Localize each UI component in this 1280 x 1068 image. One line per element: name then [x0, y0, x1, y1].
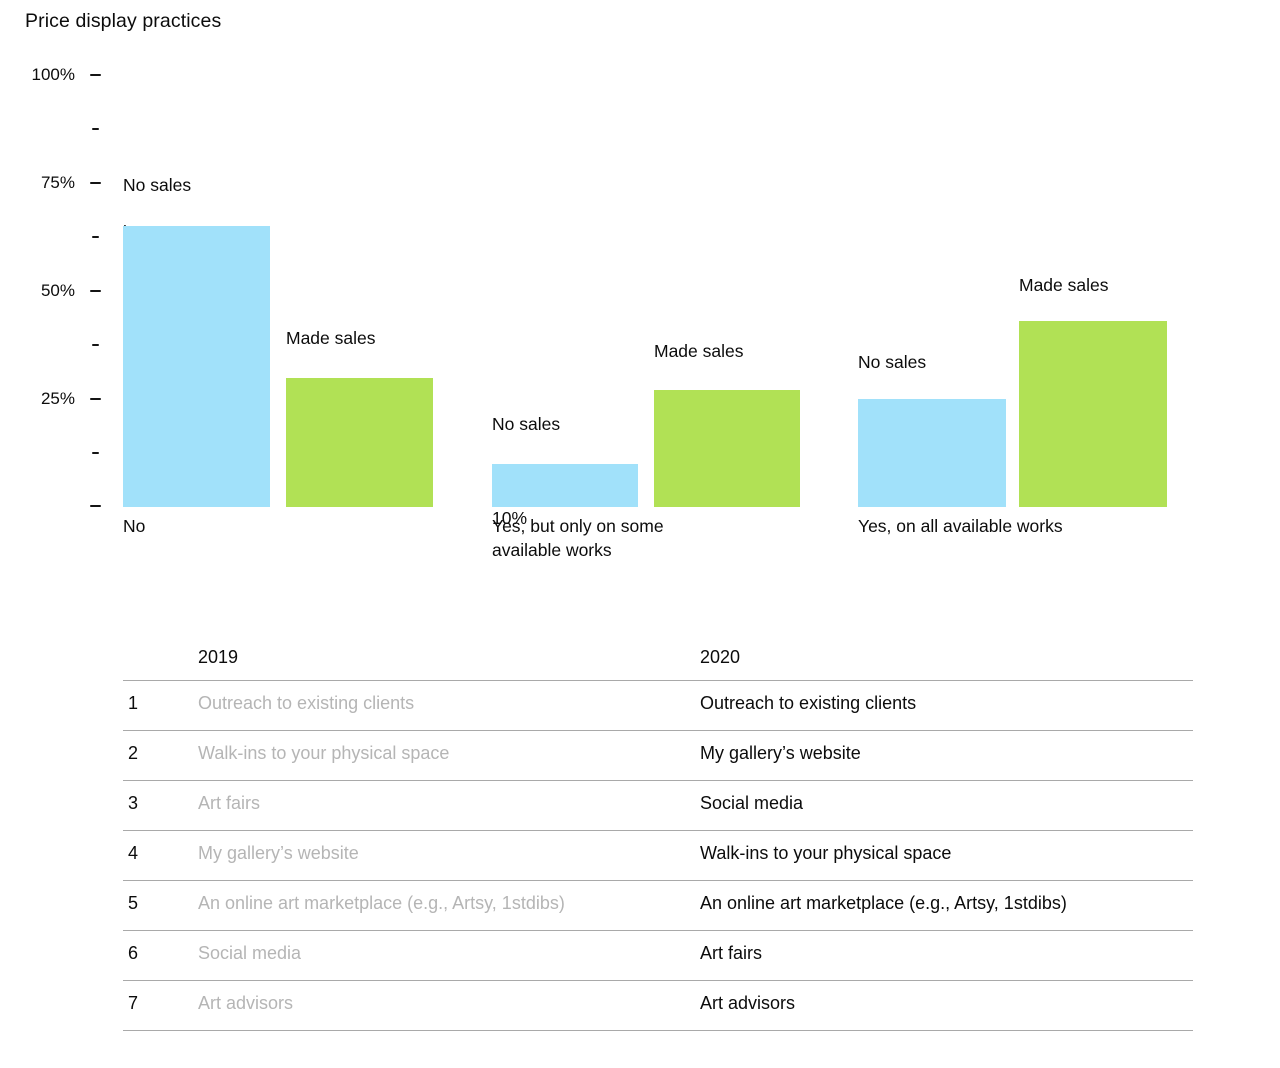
- table-row: 4 My gallery’s website Walk-ins to your …: [123, 831, 1193, 881]
- bar-no-sales-all: [858, 399, 1006, 507]
- bar-no-sales-no: [123, 226, 270, 507]
- rank-cell: 5: [128, 893, 139, 913]
- bar-no-sales-some: [492, 464, 638, 507]
- cell-2019: Art advisors: [198, 993, 294, 1013]
- bar-label-line: No sales: [123, 174, 192, 195]
- rank-cell: 1: [128, 693, 139, 713]
- major-tick-0: [90, 505, 101, 508]
- cell-2020: Art advisors: [700, 993, 796, 1013]
- table-header-row: 2019 2020: [123, 644, 1193, 681]
- bar-label-line: No sales: [858, 351, 927, 372]
- major-tick-100: [90, 74, 101, 77]
- minor-tick: [92, 236, 99, 239]
- cell-2020: Walk-ins to your physical space: [700, 843, 952, 863]
- column-header-2020: 2020: [700, 647, 741, 667]
- column-header-2019: 2019: [198, 647, 239, 667]
- cell-2019: Walk-ins to your physical space: [198, 743, 450, 763]
- rank-cell: 7: [128, 993, 139, 1013]
- bar-label-line: No sales: [492, 413, 561, 434]
- table-row: 2 Walk-ins to your physical space My gal…: [123, 731, 1193, 781]
- table-row: 3 Art fairs Social media: [123, 781, 1193, 831]
- rank-cell: 2: [128, 743, 139, 763]
- table-row: 5 An online art marketplace (e.g., Artsy…: [123, 881, 1193, 931]
- category-label-all-works: Yes, on all available works: [858, 516, 1063, 536]
- category-label-no: No: [123, 516, 146, 536]
- cell-2020: Social media: [700, 793, 804, 813]
- minor-tick: [92, 452, 99, 455]
- bar-made-sales-no: [286, 378, 433, 507]
- channel-ranking-table: 2019 2020 1 Outreach to existing clients…: [123, 644, 1193, 1031]
- table-row: 7 Art advisors Art advisors: [123, 981, 1193, 1031]
- cell-2019: An online art marketplace (e.g., Artsy, …: [198, 893, 565, 913]
- table-row: 1 Outreach to existing clients Outreach …: [123, 681, 1193, 731]
- category-label-some-works: Yes, but only on some available works: [492, 516, 664, 560]
- ytick-label-25: 25%: [40, 389, 75, 408]
- cell-2020: An online art marketplace (e.g., Artsy, …: [700, 893, 1067, 913]
- bar-made-sales-all: [1019, 321, 1167, 507]
- bar-label-no-sales-some: No sales in 2020 10%: [492, 389, 560, 530]
- major-tick-25: [90, 398, 101, 401]
- bar-label-line: Made sales: [1019, 274, 1109, 295]
- bar-label-value: 10%: [492, 507, 528, 528]
- major-tick-50: [90, 290, 101, 293]
- bar-made-sales-some: [654, 390, 800, 507]
- rank-cell: 3: [128, 793, 139, 813]
- rank-cell: 4: [128, 843, 139, 863]
- cell-2020: Art fairs: [700, 943, 763, 963]
- minor-tick: [92, 344, 99, 347]
- cell-2020: Outreach to existing clients: [700, 693, 917, 713]
- cell-2019: Outreach to existing clients: [198, 693, 415, 713]
- rank-cell: 6: [128, 943, 139, 963]
- cell-2019: Art fairs: [198, 793, 261, 813]
- ytick-label-75: 75%: [40, 173, 75, 192]
- ytick-label-100: 100%: [31, 65, 75, 84]
- bar-label-line: Made sales: [286, 327, 376, 348]
- cell-2019: Social media: [198, 943, 302, 963]
- minor-tick: [92, 128, 99, 131]
- cell-2019: My gallery’s website: [198, 843, 359, 863]
- bar-label-line: Made sales: [654, 340, 744, 361]
- ytick-label-50: 50%: [40, 281, 75, 300]
- chart-title: Price display practices: [25, 10, 222, 32]
- major-tick-75: [90, 182, 101, 185]
- cell-2020: My gallery’s website: [700, 743, 861, 763]
- table-row: 6 Social media Art fairs: [123, 931, 1193, 981]
